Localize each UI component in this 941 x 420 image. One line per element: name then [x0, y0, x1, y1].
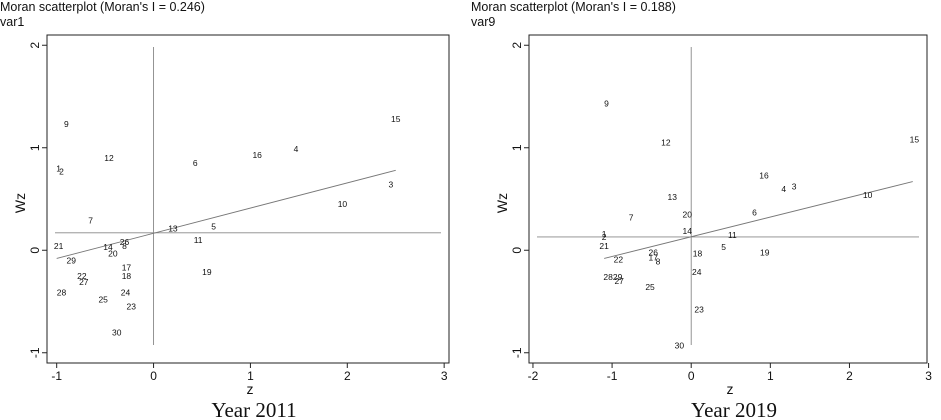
y-tick-label: 2 — [28, 42, 42, 49]
data-point-label: 8 — [656, 257, 661, 267]
data-point-label: 27 — [79, 277, 89, 287]
data-point-label: 6 — [193, 158, 198, 168]
y-axis-label: Wz — [494, 193, 510, 213]
data-point-label: 12 — [661, 138, 671, 148]
y-tick-label: -1 — [28, 347, 42, 358]
data-point-label: 4 — [781, 184, 786, 194]
data-point-label: 26 — [120, 237, 130, 247]
y-tick-label: -1 — [510, 347, 524, 358]
moran-scatterplot-left: Moran scatterplot (Moran's I = 0.246)var… — [0, 0, 450, 420]
data-point-label: 7 — [88, 216, 93, 226]
data-point-label: 22 — [77, 271, 87, 281]
data-point-label: 2 — [59, 166, 64, 176]
data-point-label: 22 — [614, 254, 624, 264]
data-point-label: 23 — [694, 305, 704, 315]
data-point-label: 14 — [103, 242, 113, 252]
data-point-label: 21 — [54, 241, 64, 251]
data-point-label: 19 — [202, 267, 212, 277]
data-point-label: 16 — [252, 150, 262, 160]
x-tick-label: 0 — [150, 369, 157, 383]
data-point-label: 20 — [108, 248, 118, 258]
data-point-label: 25 — [645, 282, 655, 292]
data-point-label: 28 — [603, 272, 613, 282]
data-point-label: 3 — [389, 180, 394, 190]
chart-subtitle: var1 — [0, 15, 24, 29]
data-point-label: 2 — [602, 232, 607, 242]
data-point-label: 13 — [168, 224, 178, 234]
data-point-label: 9 — [604, 99, 609, 109]
data-point-label: 7 — [629, 212, 634, 222]
data-point-label: 14 — [683, 226, 693, 236]
data-point-label: 29 — [613, 272, 623, 282]
data-point-label: 11 — [194, 235, 203, 245]
data-point-label: 4 — [294, 144, 299, 154]
x-tick-label: 1 — [247, 369, 254, 383]
y-tick-label: 2 — [510, 42, 524, 49]
data-point-label: 19 — [760, 247, 770, 257]
x-tick-label: 2 — [344, 369, 351, 383]
data-point-label: 8 — [122, 241, 127, 251]
data-point-label: 20 — [683, 209, 693, 219]
data-point-label: 5 — [721, 242, 726, 252]
plot-frame — [528, 34, 928, 364]
data-point-label: 23 — [127, 302, 137, 312]
data-point-label: 26 — [648, 247, 658, 257]
y-tick-label: 1 — [28, 144, 42, 151]
data-point-label: 6 — [752, 207, 757, 217]
data-point-label: 30 — [112, 327, 122, 337]
moran-scatterplot-right: Moran scatterplot (Moran's I = 0.188)var… — [471, 0, 932, 420]
data-point-label: 17 — [648, 252, 658, 262]
data-point-label: 9 — [64, 119, 69, 129]
data-point-label: 18 — [693, 248, 703, 258]
x-tick-label: 3 — [925, 369, 932, 383]
data-point-label: 30 — [675, 341, 685, 351]
regression-fit-line — [604, 181, 913, 259]
x-tick-label: -2 — [528, 369, 539, 383]
data-point-label: 25 — [98, 294, 108, 304]
y-tick-label: 0 — [28, 247, 42, 254]
data-point-label: 1 — [602, 229, 607, 239]
plot-frame — [46, 34, 450, 364]
chart-panel-right: Moran scatterplot (Moran's I = 0.188) var… — [471, 0, 941, 420]
y-tick-label: 0 — [510, 247, 524, 254]
data-point-label: 24 — [121, 287, 131, 297]
x-tick-label: -1 — [607, 369, 618, 383]
data-point-label: 11 — [728, 230, 737, 240]
chart-title: Moran scatterplot (Moran's I = 0.188) — [471, 0, 676, 14]
data-point-label: 17 — [122, 263, 132, 273]
chart-subtitle: var9 — [471, 15, 495, 29]
chart-panel-left: Moran scatterplot (Moran's I = 0.246) var… — [0, 0, 470, 420]
data-point-label: 3 — [792, 182, 797, 192]
data-point-label: 29 — [66, 256, 76, 266]
x-tick-label: -1 — [51, 369, 62, 383]
x-tick-label: 0 — [688, 369, 695, 383]
data-point-label: 15 — [910, 135, 920, 145]
x-axis-label: z — [727, 381, 734, 397]
y-axis-label: Wz — [12, 193, 28, 213]
y-tick-label: 1 — [510, 144, 524, 151]
data-point-label: 15 — [391, 114, 401, 124]
x-axis-label: z — [247, 381, 254, 397]
data-point-label: 21 — [599, 241, 609, 251]
year-caption: Year 2019 — [691, 398, 777, 420]
data-point-label: 27 — [614, 276, 624, 286]
chart-title: Moran scatterplot (Moran's I = 0.246) — [0, 0, 205, 14]
data-point-label: 16 — [759, 170, 769, 180]
data-point-label: 10 — [338, 199, 348, 209]
x-tick-label: 1 — [767, 369, 774, 383]
data-point-label: 24 — [692, 267, 702, 277]
data-point-label: 28 — [57, 287, 67, 297]
data-point-label: 18 — [122, 271, 132, 281]
data-point-label: 10 — [863, 190, 873, 200]
data-point-label: 13 — [667, 192, 677, 202]
data-point-label: 12 — [104, 153, 114, 163]
data-point-label: 1 — [56, 163, 61, 173]
year-caption: Year 2011 — [211, 398, 296, 420]
x-tick-label: 2 — [846, 369, 853, 383]
data-point-label: 5 — [211, 222, 216, 232]
regression-fit-line — [56, 169, 396, 259]
x-tick-label: 3 — [441, 369, 448, 383]
